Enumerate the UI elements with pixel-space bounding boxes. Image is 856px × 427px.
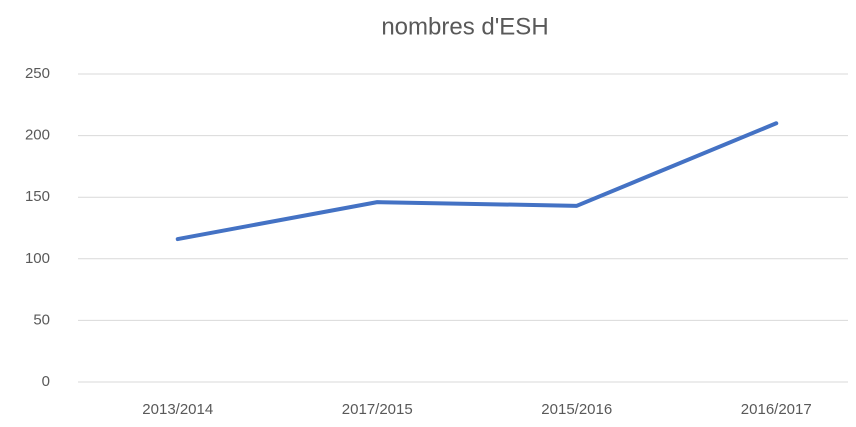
chart-title: nombres d'ESH [381, 13, 548, 40]
y-tick-label: 0 [42, 373, 50, 390]
x-tick-label: 2017/2015 [342, 401, 413, 418]
y-tick-label: 200 [25, 127, 50, 144]
y-tick-label: 100 [25, 250, 50, 267]
y-tick-label: 50 [33, 311, 50, 328]
y-tick-label: 250 [25, 65, 50, 82]
data-line [175, 121, 779, 242]
x-tick-label: 2015/2016 [541, 401, 612, 418]
x-tick-label: 2016/2017 [741, 401, 812, 418]
x-tick-label: 2013/2014 [142, 401, 213, 418]
y-tick-label: 150 [25, 188, 50, 205]
